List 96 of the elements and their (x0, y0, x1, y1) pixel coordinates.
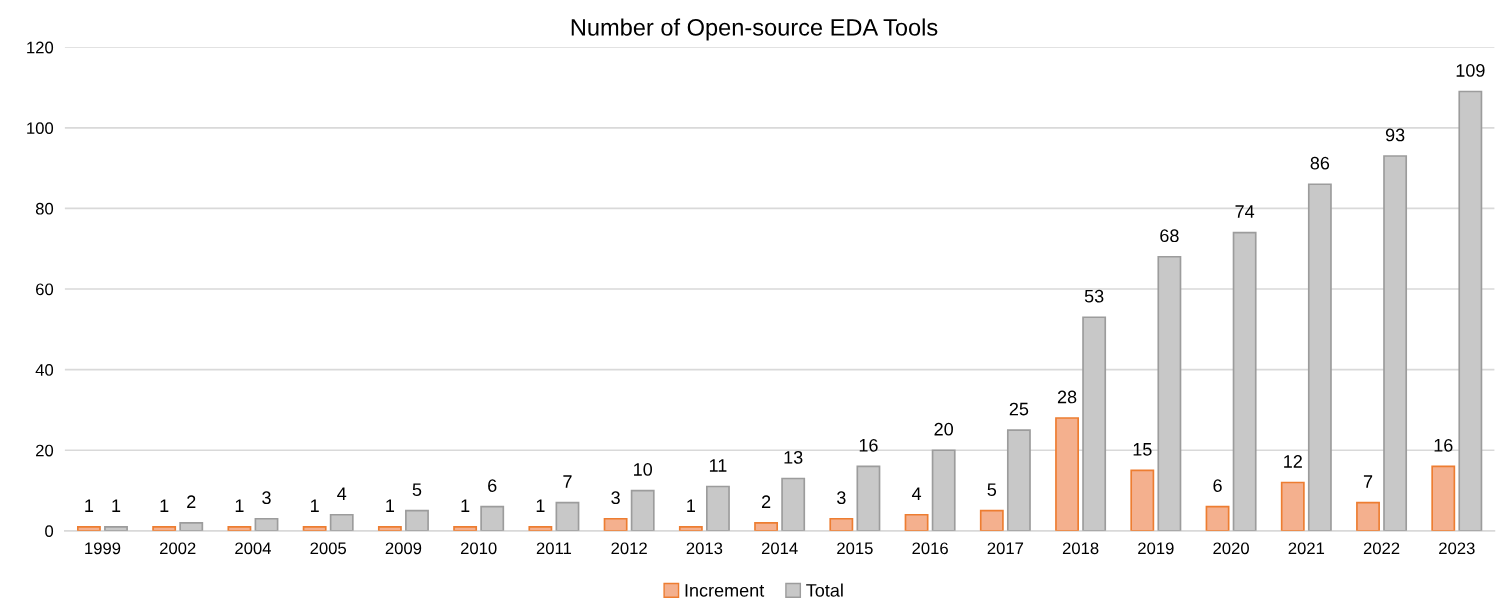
bar (603, 517, 628, 531)
data-label: 1 (687, 499, 695, 512)
data-label: 3 (837, 491, 846, 505)
data-label: 1 (235, 499, 244, 512)
data-label: 2 (187, 495, 196, 508)
bar (856, 465, 881, 531)
data-label: 1 (160, 499, 169, 512)
x-tick-label: 2009 (385, 542, 422, 555)
data-label: 16 (859, 438, 878, 452)
bar (1205, 505, 1230, 531)
data-label: 6 (1213, 479, 1222, 492)
x-tick-label: 2022 (1363, 542, 1400, 555)
data-label: 3 (611, 491, 620, 505)
x-tick-label: 2002 (160, 542, 196, 555)
data-label: 53 (1084, 289, 1104, 303)
data-label: 1 (536, 499, 545, 512)
x-tick-label: 2021 (1288, 542, 1325, 555)
bar (1232, 231, 1257, 531)
bar (405, 509, 429, 531)
x-tick-label: 2020 (1213, 542, 1249, 555)
x-tick-label: 2004 (235, 542, 271, 555)
x-tick-label: 2019 (1138, 542, 1174, 555)
data-label: 1 (112, 499, 121, 512)
data-label: 15 (1133, 443, 1152, 456)
legend-label: Total (806, 583, 843, 597)
bar (781, 477, 806, 531)
bar (705, 485, 730, 531)
bar (1307, 183, 1332, 531)
data-label: 5 (412, 483, 422, 497)
x-tick-label: 2017 (987, 542, 1024, 555)
x-tick-label: 1999 (85, 542, 121, 555)
data-label: 3 (262, 491, 271, 505)
bar (254, 517, 279, 531)
x-tick-label: 2013 (686, 542, 723, 555)
data-label: 1 (461, 499, 470, 512)
data-label: 86 (1310, 156, 1330, 170)
data-label: 68 (1160, 229, 1179, 243)
data-label: 2 (761, 495, 771, 508)
data-label: 25 (1009, 402, 1029, 416)
bar (931, 449, 956, 531)
x-tick-label: 2023 (1439, 542, 1475, 555)
legend-label: Increment (685, 584, 765, 597)
x-tick-label: 2018 (1062, 542, 1099, 555)
x-tick-label: 2015 (837, 542, 873, 555)
data-label: 93 (1385, 128, 1405, 142)
data-label: 4 (337, 487, 347, 500)
data-label: 7 (1363, 475, 1373, 488)
data-label: 16 (1434, 438, 1453, 452)
bar (329, 513, 354, 531)
data-label: 11 (709, 459, 727, 472)
data-label: 1 (311, 499, 319, 512)
x-tick-label: 2005 (310, 542, 347, 555)
data-label: 109 (1456, 64, 1485, 77)
data-label: 1 (386, 499, 395, 512)
bar (1356, 501, 1380, 531)
y-tick-label: 0 (45, 525, 54, 538)
bar (1055, 417, 1079, 531)
y-tick-label: 100 (27, 122, 54, 135)
bar (1130, 469, 1155, 531)
x-tick-label: 2012 (611, 542, 647, 555)
x-tick-label: 2011 (536, 542, 572, 555)
bar (630, 489, 655, 531)
bar (979, 509, 1004, 531)
bar (1431, 465, 1456, 531)
data-label: 10 (634, 463, 653, 476)
bar (480, 505, 505, 531)
bar (1082, 316, 1107, 531)
bar (754, 521, 779, 531)
y-tick-label: 80 (35, 202, 54, 215)
x-tick-label: 2014 (761, 542, 798, 555)
y-tick-label: 120 (27, 41, 54, 54)
y-tick-label: 60 (36, 283, 54, 296)
bar (1006, 429, 1031, 531)
data-label: 4 (911, 487, 922, 500)
chart-title: Number of Open-source EDA Tools (571, 18, 938, 41)
bar (1280, 481, 1305, 531)
y-tick-label: 40 (35, 364, 54, 376)
data-label: 74 (1235, 205, 1255, 218)
data-label: 20 (934, 422, 953, 436)
bar (1157, 255, 1182, 531)
bar (1458, 90, 1483, 531)
data-label: 6 (488, 479, 497, 492)
bar (829, 517, 854, 531)
data-label: 7 (563, 475, 572, 488)
y-tick-label: 20 (36, 444, 54, 457)
bar (904, 513, 929, 531)
bar (555, 501, 580, 531)
x-tick-label: 2010 (460, 542, 497, 555)
data-label: 12 (1284, 455, 1302, 468)
data-label: 1 (85, 499, 94, 512)
bar (1383, 155, 1408, 531)
data-label: 5 (987, 483, 997, 497)
data-label: 13 (784, 451, 803, 464)
bar (179, 521, 204, 531)
data-label: 28 (1057, 390, 1077, 404)
x-tick-label: 2016 (912, 542, 948, 555)
